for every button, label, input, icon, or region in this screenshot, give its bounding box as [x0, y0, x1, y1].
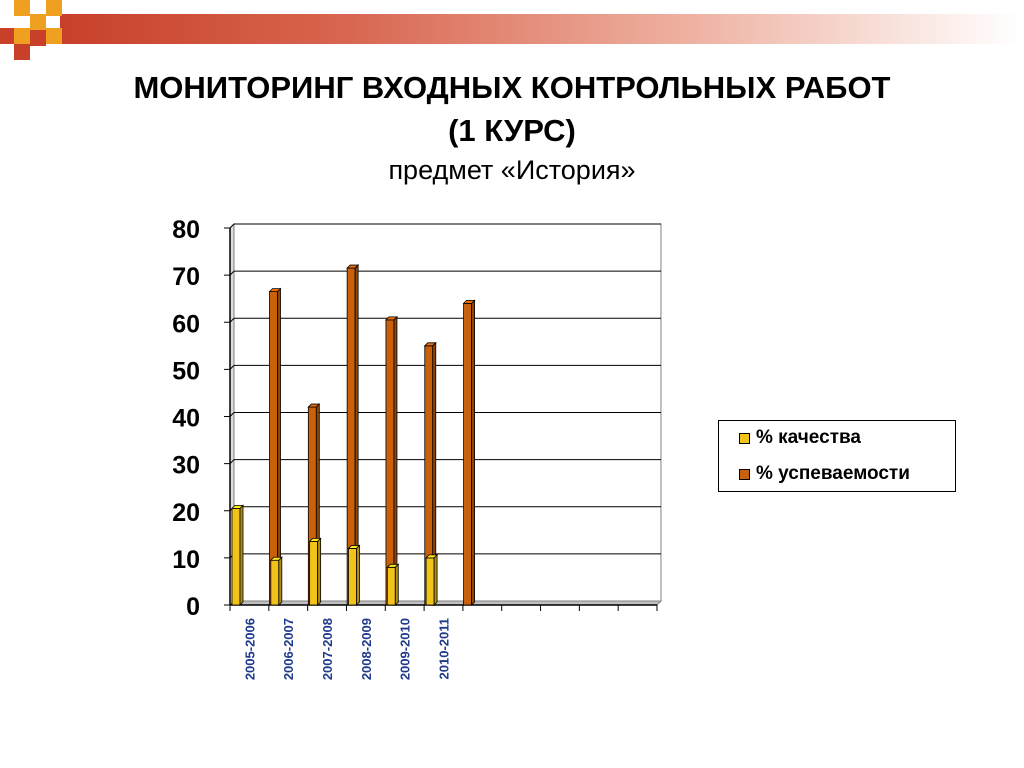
bar-side: [356, 544, 360, 606]
y-tick-label: 50: [172, 357, 200, 385]
deco-square: [14, 44, 30, 60]
x-tick-label: 2009-2010: [398, 618, 413, 680]
bar-side: [394, 563, 399, 606]
legend-item-progress: % успеваемости: [739, 463, 910, 485]
bar-side: [317, 537, 322, 606]
x-tick-label: 2008-2009: [359, 618, 374, 680]
bar-progress: [463, 302, 472, 606]
bar-quality: [270, 559, 280, 606]
deco-square: [0, 28, 16, 44]
y-tick-label: 70: [172, 263, 200, 291]
deco-square: [46, 28, 62, 44]
bar-progress: [385, 319, 395, 606]
bar-quality: [425, 557, 435, 606]
deco-square: [46, 0, 62, 16]
bar-side: [278, 556, 283, 606]
slide-title: МОНИТОРИНГ ВХОДНЫХ КОНТРОЛЬНЫХ РАБОТ: [133, 70, 891, 105]
legend-label-progress: % успеваемости: [756, 463, 910, 484]
y-tick-label: 20: [172, 499, 200, 527]
legend-label-quality: % качества: [756, 427, 861, 448]
bar-quality: [231, 507, 241, 606]
deco-square: [30, 14, 46, 30]
deco-square: [30, 30, 46, 46]
chart-legend: % качества % успеваемости: [718, 420, 956, 492]
y-tick-label: 40: [172, 405, 200, 433]
x-tick-label: 2010-2011: [437, 618, 452, 679]
legend-item-quality: % качества: [739, 427, 861, 449]
slide-title-course: (1 КУРС): [448, 113, 576, 148]
y-tick-label: 80: [172, 216, 200, 244]
y-tick-label: 30: [172, 452, 200, 480]
bar-quality: [309, 540, 319, 606]
header-gradient-bar: [60, 14, 1020, 44]
y-tick-label: 10: [172, 546, 200, 574]
slide-subtitle: предмет «История»: [388, 155, 636, 185]
y-tick-label: 60: [172, 310, 200, 338]
bar-side: [239, 504, 244, 606]
x-tick-label: 2007-2008: [320, 618, 335, 680]
bar-side: [393, 315, 398, 606]
bar-side: [471, 299, 475, 606]
bar-quality: [348, 548, 357, 606]
deco-square: [14, 0, 30, 16]
legend-swatch-progress: [739, 468, 750, 480]
gridline-depth: [229, 223, 235, 229]
x-tick-label: 2006-2007: [281, 618, 296, 680]
deco-square: [14, 28, 30, 44]
legend-swatch-quality: [739, 432, 750, 444]
y-tick-label: 0: [186, 593, 200, 621]
bar-side: [433, 553, 438, 606]
x-tick-label: 2005-2006: [242, 618, 257, 680]
bar-quality: [386, 566, 396, 606]
